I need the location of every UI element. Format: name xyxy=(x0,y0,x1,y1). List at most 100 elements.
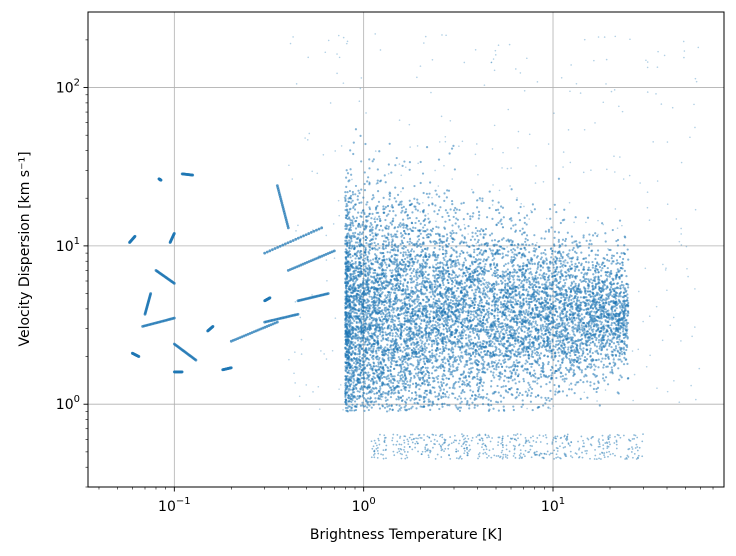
data-point xyxy=(627,311,630,315)
data-point xyxy=(441,360,445,364)
data-point xyxy=(426,258,429,261)
data-point xyxy=(408,347,411,350)
data-point xyxy=(384,247,387,250)
data-point xyxy=(568,257,571,260)
data-point xyxy=(510,227,513,230)
data-point xyxy=(622,363,626,366)
data-point xyxy=(491,274,494,277)
data-point xyxy=(407,384,410,387)
data-point xyxy=(527,310,530,313)
data-point xyxy=(526,303,529,306)
data-point xyxy=(497,283,500,286)
data-point xyxy=(550,397,553,401)
data-point xyxy=(508,275,511,278)
data-point xyxy=(612,260,615,263)
data-point xyxy=(471,390,475,393)
data-point xyxy=(590,320,593,323)
data-point xyxy=(363,182,366,186)
data-point xyxy=(390,325,393,328)
data-point xyxy=(512,224,515,227)
data-point xyxy=(534,372,537,375)
data-point xyxy=(508,330,512,334)
data-point xyxy=(371,303,375,306)
data-point xyxy=(471,215,474,218)
data-point xyxy=(373,376,376,380)
data-point xyxy=(597,341,601,344)
data-point xyxy=(590,249,594,252)
data-point xyxy=(416,235,419,238)
data-point xyxy=(565,354,568,357)
data-point xyxy=(394,284,398,287)
data-point xyxy=(567,321,570,324)
data-point xyxy=(461,234,464,237)
data-point xyxy=(617,298,620,301)
data-point xyxy=(572,327,576,330)
data-point xyxy=(346,245,349,248)
data-point xyxy=(400,406,403,409)
data-point xyxy=(358,355,361,358)
data-point xyxy=(457,380,460,384)
data-point xyxy=(531,326,534,329)
data-point xyxy=(371,311,375,314)
data-point xyxy=(370,217,373,220)
data-point xyxy=(351,244,354,247)
data-point xyxy=(514,371,517,374)
data-point xyxy=(414,208,417,211)
data-point xyxy=(401,218,405,221)
data-point xyxy=(463,321,466,324)
data-point xyxy=(541,266,545,269)
data-point xyxy=(378,150,381,153)
data-point xyxy=(548,340,552,343)
data-point xyxy=(473,406,476,409)
data-point xyxy=(540,396,543,399)
data-point xyxy=(384,337,387,341)
data-point xyxy=(537,245,541,249)
data-point xyxy=(491,258,494,262)
data-point xyxy=(491,345,494,348)
data-point xyxy=(344,355,347,359)
data-point xyxy=(525,310,528,314)
data-point xyxy=(557,271,560,274)
data-point xyxy=(490,252,493,255)
data-point xyxy=(428,253,431,256)
data-point xyxy=(498,288,501,291)
data-point xyxy=(381,251,385,255)
data-point xyxy=(432,380,435,383)
data-point xyxy=(505,302,508,306)
data-point xyxy=(457,261,460,264)
data-point xyxy=(472,256,475,259)
data-point xyxy=(372,158,375,161)
data-point xyxy=(426,338,429,341)
data-point xyxy=(513,345,516,348)
data-point xyxy=(439,347,442,351)
data-point xyxy=(428,338,431,341)
data-point xyxy=(488,190,491,193)
data-point xyxy=(552,283,555,286)
data-point xyxy=(361,209,365,212)
data-point xyxy=(418,274,421,277)
data-point xyxy=(421,315,425,318)
data-point xyxy=(459,360,463,363)
data-point xyxy=(485,308,489,311)
data-point xyxy=(351,366,354,370)
data-point xyxy=(605,278,609,281)
data-point xyxy=(568,340,571,344)
data-point xyxy=(606,266,609,270)
data-point xyxy=(459,397,462,400)
data-point xyxy=(431,400,434,403)
data-point xyxy=(346,224,350,227)
data-point xyxy=(493,314,496,317)
data-point xyxy=(496,268,500,272)
data-point xyxy=(437,324,440,327)
data-point xyxy=(427,277,430,281)
data-point xyxy=(478,393,481,396)
data-point xyxy=(422,378,425,381)
data-point xyxy=(361,354,364,357)
data-point xyxy=(512,361,516,364)
data-point xyxy=(574,282,577,285)
data-point xyxy=(463,227,467,230)
data-point xyxy=(528,244,531,247)
data-point xyxy=(418,282,421,286)
data-point xyxy=(413,302,416,305)
data-point xyxy=(627,258,630,261)
